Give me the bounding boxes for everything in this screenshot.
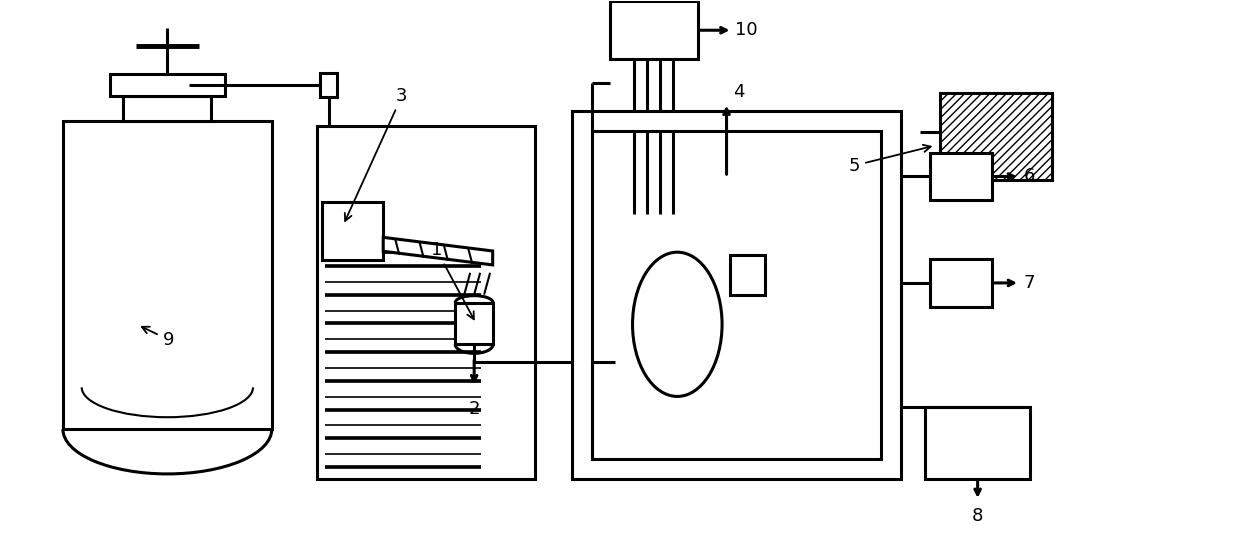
Bar xyxy=(320,73,337,97)
Bar xyxy=(730,255,765,295)
Bar xyxy=(124,96,211,121)
Bar xyxy=(593,131,880,459)
Polygon shape xyxy=(383,238,492,265)
Text: 4: 4 xyxy=(733,83,744,101)
Text: 10: 10 xyxy=(735,21,758,39)
Bar xyxy=(316,126,536,479)
Text: 2: 2 xyxy=(469,400,480,418)
Text: 5: 5 xyxy=(849,145,931,174)
Bar xyxy=(940,93,1052,180)
Text: 9: 9 xyxy=(141,327,174,349)
Text: 8: 8 xyxy=(972,507,983,525)
Bar xyxy=(572,111,900,479)
Text: 7: 7 xyxy=(1024,274,1035,292)
Bar xyxy=(455,303,494,345)
Bar xyxy=(925,407,1030,479)
Text: 6: 6 xyxy=(1024,167,1035,186)
Text: 3: 3 xyxy=(345,87,408,221)
Bar xyxy=(109,74,226,96)
Bar xyxy=(930,259,992,307)
Bar xyxy=(321,202,383,260)
Text: 1: 1 xyxy=(432,241,474,319)
Bar xyxy=(63,121,272,429)
Bar xyxy=(610,2,698,59)
Bar xyxy=(930,152,992,200)
